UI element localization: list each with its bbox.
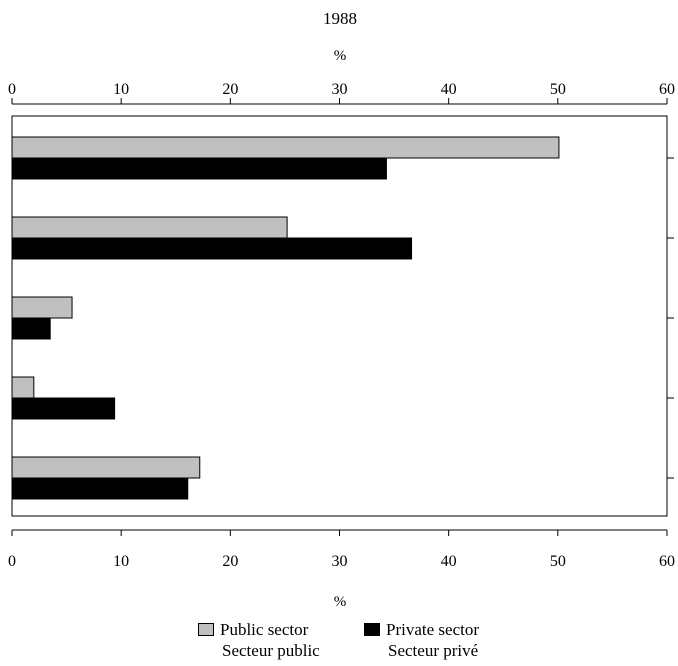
- top-tick-label: 10: [113, 81, 129, 98]
- bottom-tick-label: 60: [659, 553, 675, 570]
- bar-private-sector: [11, 317, 51, 340]
- legend-item-private: Private sector Secteur privé: [364, 620, 479, 661]
- top-tick-label: 30: [332, 81, 348, 98]
- bar-public-sector: [11, 216, 288, 239]
- bar-chart: 1988 % % 0 0 10 10 20 20 30 30 40 40 50 50 60 60: [8, 9, 675, 610]
- legend-item-public: Public sector Secteur public: [198, 620, 320, 661]
- bottom-tick-label: 40: [441, 553, 457, 570]
- bar-public-sector: [11, 136, 560, 159]
- top-tick-label: 0: [8, 81, 16, 98]
- legend-swatch-private: [364, 622, 380, 636]
- top-tick-label: 40: [441, 81, 457, 98]
- bottom-tick-label: 20: [222, 553, 238, 570]
- bottom-tick-label: 30: [332, 553, 348, 570]
- top-tick-label: 60: [659, 81, 675, 98]
- bar-public-sector: [11, 296, 73, 319]
- legend-swatch-public: [198, 622, 214, 636]
- bottom-axis-unit: %: [334, 594, 347, 610]
- legend-label-private-fr: Secteur privé: [388, 641, 479, 660]
- bottom-tick-label: 50: [550, 553, 566, 570]
- bar-public-sector: [11, 376, 35, 399]
- legend: Public sector Secteur public Private sec…: [0, 620, 678, 666]
- bar-private-sector: [11, 397, 116, 420]
- legend-label-public-fr: Secteur public: [222, 641, 320, 660]
- bottom-tick-label: 10: [113, 553, 129, 570]
- bar-public-sector: [11, 456, 201, 479]
- legend-label-public-en: Public sector: [220, 620, 309, 639]
- legend-label-private-en: Private sector: [386, 620, 479, 639]
- bar-private-sector: [11, 157, 387, 180]
- top-axis-unit: %: [334, 48, 347, 64]
- top-tick-label: 20: [222, 81, 238, 98]
- top-tick-label: 50: [550, 81, 566, 98]
- chart-title: 1988: [323, 9, 357, 28]
- bar-private-sector: [11, 477, 189, 500]
- bottom-tick-label: 0: [8, 553, 16, 570]
- bar-private-sector: [11, 237, 413, 260]
